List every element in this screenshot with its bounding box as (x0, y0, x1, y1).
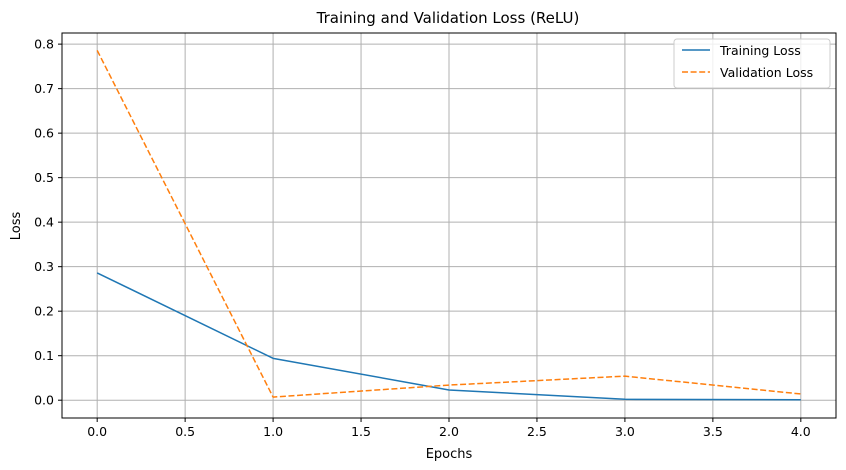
training-loss-line (96, 272, 801, 401)
legend-label-training: Training Loss (719, 43, 801, 58)
grid (62, 33, 836, 418)
series-lines (96, 50, 801, 401)
x-axis-ticks: 0.0 0.5 1.0 1.5 2.0 2.5 3.0 3.5 4.0 (87, 418, 811, 439)
legend-box (673, 38, 831, 89)
x-tick-label: 0.5 (175, 424, 195, 439)
y-tick-label: 0.4 (34, 215, 54, 230)
x-tick-label: 3.0 (615, 424, 635, 439)
y-tick-label: 0.1 (34, 348, 54, 363)
x-tick-label: 0.0 (87, 424, 107, 439)
y-tick-label: 0.2 (34, 304, 54, 319)
legend-label-validation: Validation Loss (720, 65, 813, 80)
y-tick-label: 0.0 (34, 393, 54, 408)
validation-loss-line (96, 50, 801, 398)
chart-title: Training and Validation Loss (ReLU) (316, 9, 580, 27)
x-axis-label: Epochs (426, 447, 473, 462)
y-tick-label: 0.7 (34, 81, 54, 96)
x-tick-label: 2.5 (527, 424, 547, 439)
x-tick-label: 1.5 (351, 424, 371, 439)
y-tick-label: 0.8 (34, 37, 54, 52)
y-axis-label: Loss (9, 212, 24, 241)
y-tick-label: 0.6 (34, 126, 54, 141)
x-tick-label: 2.0 (439, 424, 459, 439)
y-axis-ticks: 0.0 0.1 0.2 0.3 0.4 0.5 0.6 0.7 0.8 (34, 37, 62, 408)
x-tick-label: 4.0 (791, 424, 811, 439)
x-tick-label: 3.5 (703, 424, 723, 439)
y-tick-label: 0.5 (34, 170, 54, 185)
legend: Training Loss Validation Loss (673, 38, 831, 89)
x-tick-label: 1.0 (263, 424, 283, 439)
y-tick-label: 0.3 (34, 259, 54, 274)
